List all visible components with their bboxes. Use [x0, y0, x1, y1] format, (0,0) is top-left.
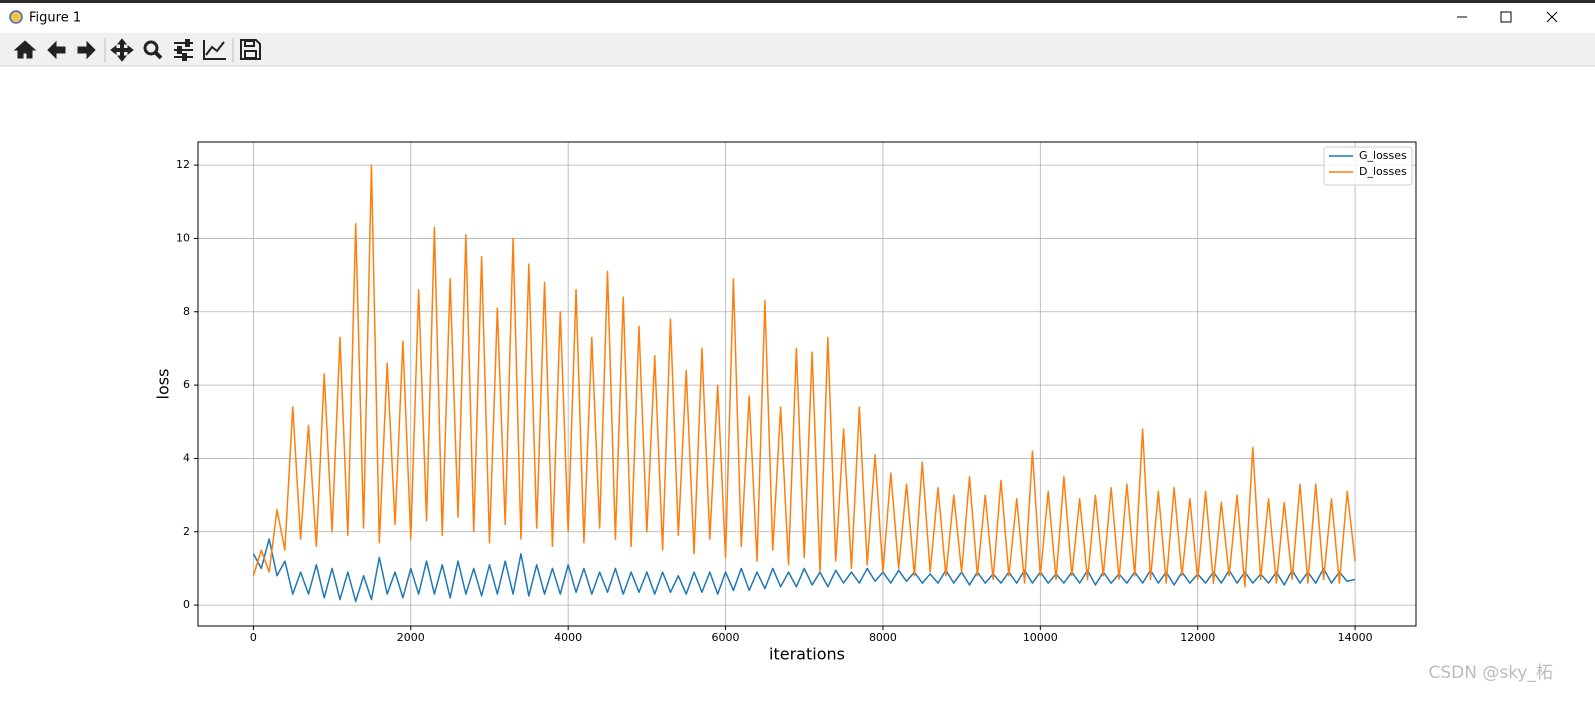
data-line [252, 164, 1356, 588]
window-title: Figure 1 [29, 11, 81, 26]
x-tick-label: 8000 [869, 631, 897, 644]
x-tick-label: 2000 [397, 631, 425, 644]
x-tick-label: 4000 [554, 631, 582, 644]
zoom-button[interactable] [143, 40, 163, 60]
edit-axes-button[interactable] [203, 40, 226, 60]
y-tick-label: 4 [183, 451, 190, 464]
data-line [252, 538, 1356, 603]
x-tick-label: 6000 [712, 631, 740, 644]
toolbar-icons [13, 38, 261, 62]
legend-label: D_losses [1359, 165, 1407, 178]
back-button[interactable] [47, 40, 66, 60]
title-bar [0, 3, 1595, 33]
top-edge [0, 0, 1595, 3]
y-tick-label: 0 [183, 598, 190, 611]
x-tick-label: 12000 [1180, 631, 1215, 644]
pan-button[interactable] [110, 38, 134, 62]
y-tick-label: 8 [183, 305, 190, 318]
watermark: CSDN @sky_柘 [1428, 663, 1553, 683]
legend-label: G_losses [1359, 149, 1407, 162]
y-tick-label: 12 [176, 158, 190, 171]
home-button[interactable] [13, 40, 37, 59]
x-axis-label: iterations [769, 645, 845, 664]
save-button[interactable] [240, 39, 261, 60]
close-button[interactable] [1546, 11, 1558, 23]
y-tick-label: 6 [183, 378, 190, 391]
maximize-button[interactable] [1500, 11, 1512, 23]
configure-button[interactable] [174, 39, 193, 61]
y-tick-label: 2 [183, 525, 190, 538]
x-tick-label: 14000 [1338, 631, 1373, 644]
x-tick-label: 0 [250, 631, 257, 644]
forward-button[interactable] [77, 40, 96, 60]
y-axis-label: loss [154, 369, 173, 400]
y-tick-label: 10 [176, 231, 190, 244]
plot: 0 2000 4000 6000 8000 10000 12000 14000 0 2 4 6 8 10 1… [154, 141, 1417, 664]
axes-frame [197, 141, 1417, 627]
toolbar [0, 33, 1595, 66]
app-icon [9, 10, 23, 24]
x-tick-label: 10000 [1023, 631, 1058, 644]
